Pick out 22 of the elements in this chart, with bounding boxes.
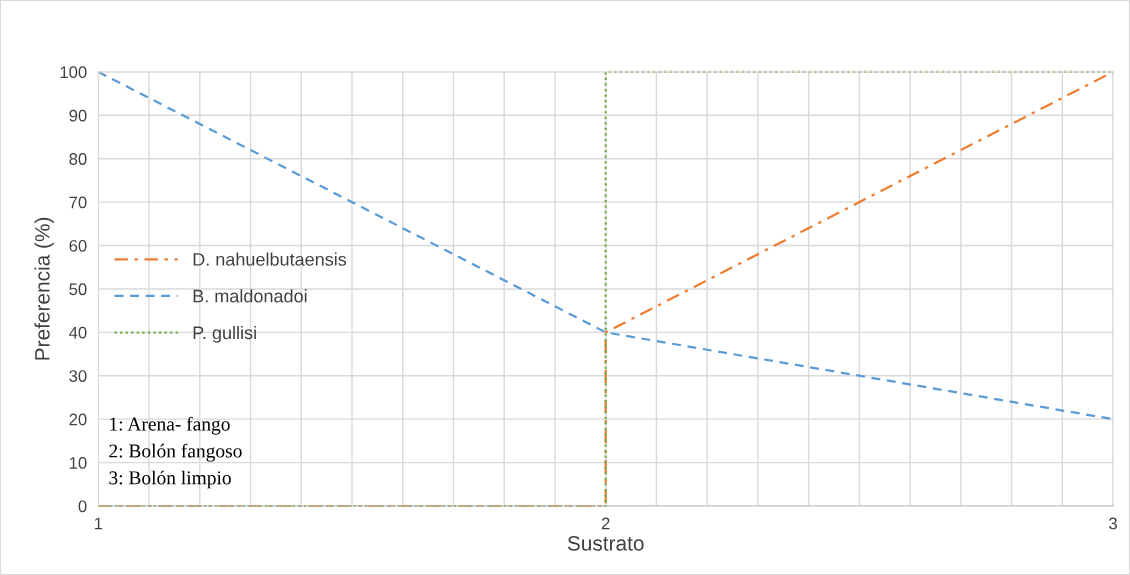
y-tick-label: 10	[69, 456, 87, 469]
x-tick-label: 2	[601, 517, 610, 530]
y-tick-label: 20	[69, 413, 87, 426]
legend-label: P. gullisi	[193, 325, 256, 343]
y-tick-label: 50	[69, 283, 87, 296]
y-tick-label: 80	[69, 153, 87, 165]
legend-label: D. nahuelbutaensis	[193, 252, 347, 266]
x-tick-label: 1	[94, 517, 103, 530]
y-tick-label: 40	[69, 326, 87, 339]
y-axis-title: Preferencia (%)	[34, 217, 54, 360]
y-tick-label: 60	[69, 239, 87, 252]
y-tick-label: 100	[60, 66, 87, 79]
annotation: 2: Bolón fangoso	[109, 443, 242, 462]
legend-label: B. maldonadoi	[193, 289, 307, 303]
y-tick-label: 70	[69, 196, 87, 209]
x-tick-label: 3	[1109, 517, 1117, 530]
y-tick-label: 0	[78, 500, 87, 513]
y-tick-label: 30	[69, 370, 87, 382]
annotation: 1: Arena- fango	[110, 416, 230, 435]
annotation: 3: Bolón limpio	[109, 470, 231, 489]
y-tick-label: 90	[69, 109, 87, 122]
x-axis-title: Sustrato	[567, 535, 644, 551]
